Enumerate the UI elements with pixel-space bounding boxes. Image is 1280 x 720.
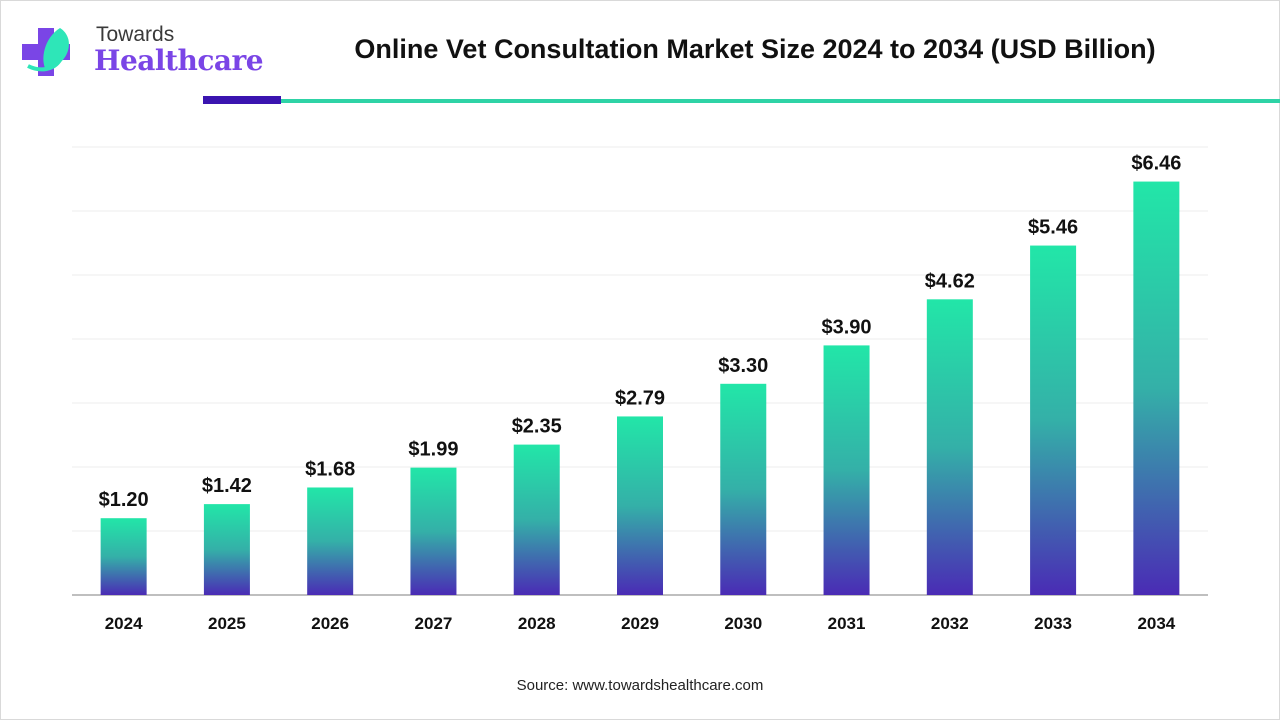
x-tick-label: 2032 xyxy=(931,614,969,633)
x-tick-label: 2033 xyxy=(1034,614,1072,633)
bar-2033 xyxy=(1030,245,1077,595)
x-tick-label: 2025 xyxy=(208,614,246,633)
bar-2031 xyxy=(823,345,870,595)
bar-2024 xyxy=(100,518,147,595)
data-label: $4.62 xyxy=(925,270,975,292)
data-label: $2.79 xyxy=(615,387,665,409)
data-label: $2.35 xyxy=(512,416,562,438)
source-note: Source: www.towardshealthcare.com xyxy=(516,677,764,694)
bar-2025 xyxy=(203,504,250,595)
x-tick-label: 2034 xyxy=(1137,614,1175,633)
x-tick-label: 2024 xyxy=(105,614,143,633)
bar-2026 xyxy=(307,487,354,595)
header-accent-teal xyxy=(281,99,1280,103)
data-label: $1.20 xyxy=(99,489,149,511)
data-label: $5.46 xyxy=(1028,217,1078,239)
bar-2032 xyxy=(926,299,973,595)
x-tick-label: 2029 xyxy=(621,614,659,633)
x-tick-label: 2031 xyxy=(828,614,866,633)
x-tick-label: 2026 xyxy=(311,614,349,633)
bar-2027 xyxy=(410,467,457,595)
x-tick-label: 2027 xyxy=(415,614,453,633)
data-label: $1.99 xyxy=(408,439,458,461)
logo-cross-leaf-icon xyxy=(22,28,70,76)
chart-title: Online Vet Consultation Market Size 2024… xyxy=(354,34,1156,64)
data-label: $3.30 xyxy=(718,355,768,377)
bar-2030 xyxy=(720,383,767,595)
x-tick-label: 2028 xyxy=(518,614,556,633)
data-label: $6.46 xyxy=(1131,153,1181,175)
data-label: $1.68 xyxy=(305,458,355,480)
data-label: $3.90 xyxy=(822,316,872,338)
x-tick-label: 2030 xyxy=(724,614,762,633)
bar-2034 xyxy=(1133,181,1180,595)
logo-text-towards: Towards xyxy=(96,23,175,46)
bar-2028 xyxy=(513,444,560,595)
logo: Towards Healthcare xyxy=(20,20,264,82)
header-accent-dark xyxy=(203,96,281,104)
bar-2029 xyxy=(617,416,663,595)
data-label: $1.42 xyxy=(202,475,252,497)
logo-text-healthcare: Healthcare xyxy=(94,44,264,77)
